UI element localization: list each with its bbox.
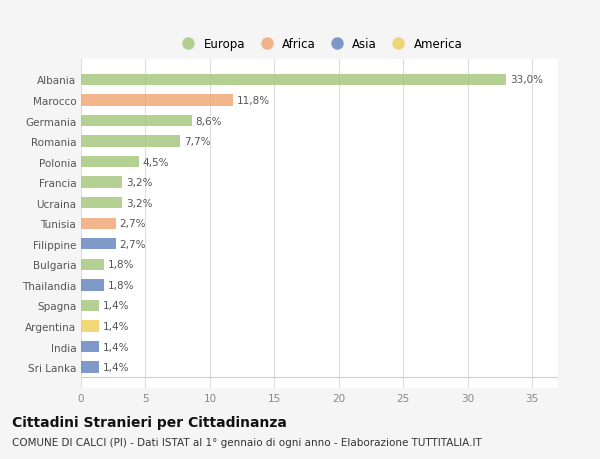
Text: 1,8%: 1,8% — [108, 260, 134, 270]
Text: Cittadini Stranieri per Cittadinanza: Cittadini Stranieri per Cittadinanza — [12, 415, 287, 429]
Bar — [81, 95, 233, 106]
Bar — [81, 157, 139, 168]
Text: COMUNE DI CALCI (PI) - Dati ISTAT al 1° gennaio di ogni anno - Elaborazione TUTT: COMUNE DI CALCI (PI) - Dati ISTAT al 1° … — [12, 437, 482, 447]
Text: 3,2%: 3,2% — [126, 178, 152, 188]
Text: 1,4%: 1,4% — [103, 301, 130, 311]
Bar — [81, 177, 122, 188]
Bar — [81, 300, 99, 311]
Text: 7,7%: 7,7% — [184, 137, 211, 147]
Text: 8,6%: 8,6% — [196, 116, 222, 126]
Text: 2,7%: 2,7% — [119, 239, 146, 249]
Bar — [81, 362, 99, 373]
Bar — [81, 321, 99, 332]
Bar — [81, 198, 122, 209]
Bar — [81, 239, 116, 250]
Text: 1,4%: 1,4% — [103, 342, 130, 352]
Bar — [81, 116, 192, 127]
Text: 3,2%: 3,2% — [126, 198, 152, 208]
Text: 1,4%: 1,4% — [103, 362, 130, 372]
Bar — [81, 136, 180, 147]
Bar — [81, 341, 99, 353]
Text: 1,4%: 1,4% — [103, 321, 130, 331]
Bar — [81, 75, 506, 86]
Bar — [81, 280, 104, 291]
Text: 2,7%: 2,7% — [119, 219, 146, 229]
Bar — [81, 259, 104, 270]
Text: 1,8%: 1,8% — [108, 280, 134, 290]
Bar — [81, 218, 116, 230]
Text: 11,8%: 11,8% — [237, 96, 270, 106]
Legend: Europa, Africa, Asia, America: Europa, Africa, Asia, America — [174, 36, 465, 54]
Text: 33,0%: 33,0% — [510, 75, 544, 85]
Text: 4,5%: 4,5% — [143, 157, 169, 167]
